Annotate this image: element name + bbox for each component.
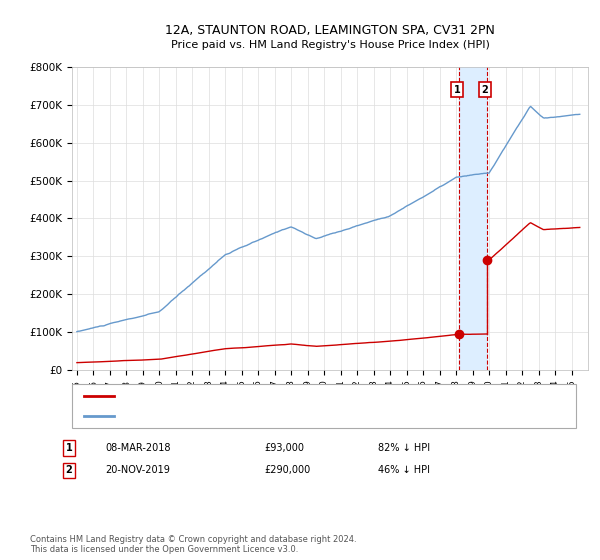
Text: 20-NOV-2019: 20-NOV-2019 <box>105 465 170 475</box>
Text: 12A, STAUNTON ROAD, LEAMINGTON SPA, CV31 2PN: 12A, STAUNTON ROAD, LEAMINGTON SPA, CV31… <box>165 24 495 38</box>
Text: £290,000: £290,000 <box>264 465 310 475</box>
Text: 12A, STAUNTON ROAD, LEAMINGTON SPA, CV31 2PN (detached house): 12A, STAUNTON ROAD, LEAMINGTON SPA, CV31… <box>120 391 467 401</box>
Text: £93,000: £93,000 <box>264 443 304 453</box>
Text: 2: 2 <box>482 85 488 95</box>
Text: 46% ↓ HPI: 46% ↓ HPI <box>378 465 430 475</box>
Text: 2: 2 <box>65 465 73 475</box>
Text: 1: 1 <box>454 85 460 95</box>
Bar <box>459 67 487 370</box>
Text: HPI: Average price, detached house, Warwick: HPI: Average price, detached house, Warw… <box>120 411 341 421</box>
Text: Contains HM Land Registry data © Crown copyright and database right 2024.
This d: Contains HM Land Registry data © Crown c… <box>30 535 356 554</box>
Text: 08-MAR-2018: 08-MAR-2018 <box>105 443 170 453</box>
Text: Price paid vs. HM Land Registry's House Price Index (HPI): Price paid vs. HM Land Registry's House … <box>170 40 490 50</box>
Text: 1: 1 <box>65 443 73 453</box>
Text: 82% ↓ HPI: 82% ↓ HPI <box>378 443 430 453</box>
